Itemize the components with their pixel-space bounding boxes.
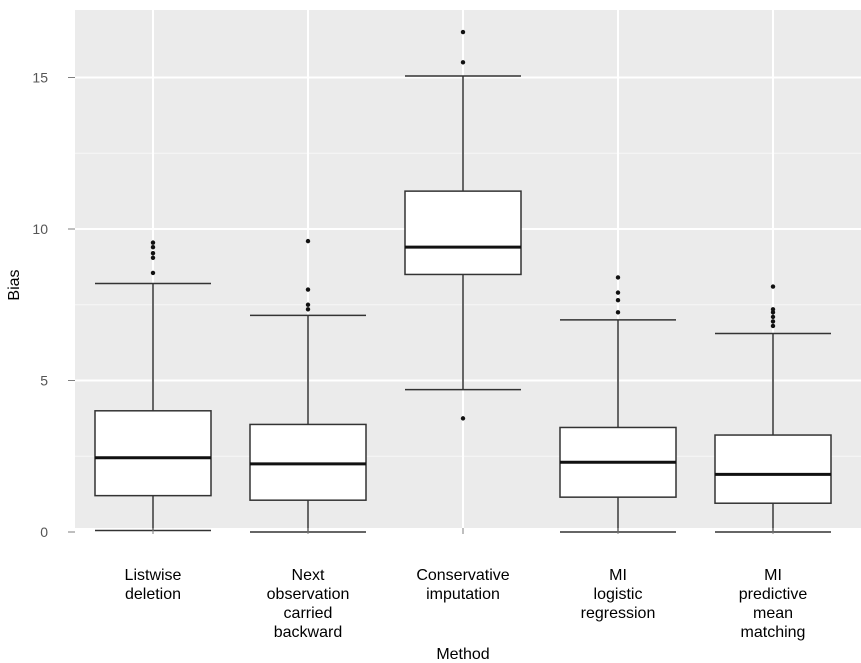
- outlier-point: [305, 307, 311, 312]
- iqr-box: [714, 434, 832, 504]
- x-category-label: MI logistic regression: [581, 567, 656, 622]
- outlier-point: [305, 302, 311, 307]
- iqr-box: [94, 410, 212, 497]
- x-category-label: Conservative imputation: [416, 567, 509, 603]
- outlier-point: [615, 298, 621, 303]
- y-tick-label: 5: [40, 373, 48, 389]
- outlier-point: [305, 238, 311, 244]
- outlier-point: [460, 416, 466, 421]
- box-4: [559, 275, 677, 533]
- x-category-label-line: carried: [284, 605, 333, 622]
- x-category-label-line: deletion: [125, 586, 181, 603]
- box-2: [249, 238, 367, 533]
- outlier-point: [770, 310, 776, 315]
- outlier-point: [770, 319, 776, 324]
- outlier-point: [150, 255, 156, 260]
- box-1: [94, 240, 212, 532]
- outlier-point: [615, 310, 621, 315]
- x-category-label-line: matching: [741, 624, 806, 641]
- x-category-label-line: MI: [764, 567, 782, 584]
- x-category-label-line: predictive: [739, 586, 808, 603]
- x-axis-title: Method: [436, 646, 489, 663]
- outlier-point: [150, 240, 156, 245]
- x-category-label-line: imputation: [426, 586, 500, 603]
- boxes: [94, 29, 832, 533]
- outlier-point: [615, 290, 621, 295]
- y-axis-title: Bias: [6, 269, 23, 300]
- outlier-point: [305, 287, 311, 292]
- x-category-label: Next observation carried backward: [267, 567, 350, 641]
- x-category-label: MI predictive mean matching: [739, 567, 808, 641]
- outlier-point: [460, 60, 466, 65]
- x-category-label: Listwise deletion: [125, 567, 182, 603]
- outlier-point: [770, 323, 776, 329]
- outlier-point: [770, 307, 776, 312]
- x-category-label-line: mean: [753, 605, 793, 622]
- outlier-point: [460, 29, 466, 35]
- y-tick-label: 15: [32, 70, 48, 86]
- x-category-label-line: MI: [609, 567, 627, 584]
- outlier-point: [150, 244, 156, 250]
- outlier-point: [770, 314, 776, 320]
- x-category-label-line: observation: [267, 586, 350, 603]
- y-axis-ticks: 0 5 10 15: [32, 70, 75, 540]
- y-tick-label: 10: [32, 221, 48, 237]
- box-5: [714, 284, 832, 533]
- x-category-label-line: logistic: [594, 586, 643, 603]
- x-category-label-line: backward: [274, 624, 342, 641]
- outlier-point: [150, 270, 156, 276]
- y-tick-label: 0: [40, 524, 48, 540]
- x-category-label-line: Next: [292, 567, 325, 584]
- x-axis-category-labels: Listwise deletion Next observation carried ba…: [125, 528, 808, 641]
- outlier-point: [150, 251, 156, 256]
- outlier-point: [770, 284, 776, 289]
- x-category-label-line: regression: [581, 605, 656, 622]
- outlier-point: [615, 275, 621, 280]
- x-category-label-line: Listwise: [125, 567, 182, 584]
- iqr-box: [249, 423, 367, 501]
- iqr-box: [404, 190, 522, 276]
- x-category-label-line: Conservative: [416, 567, 509, 584]
- box-3: [404, 29, 522, 421]
